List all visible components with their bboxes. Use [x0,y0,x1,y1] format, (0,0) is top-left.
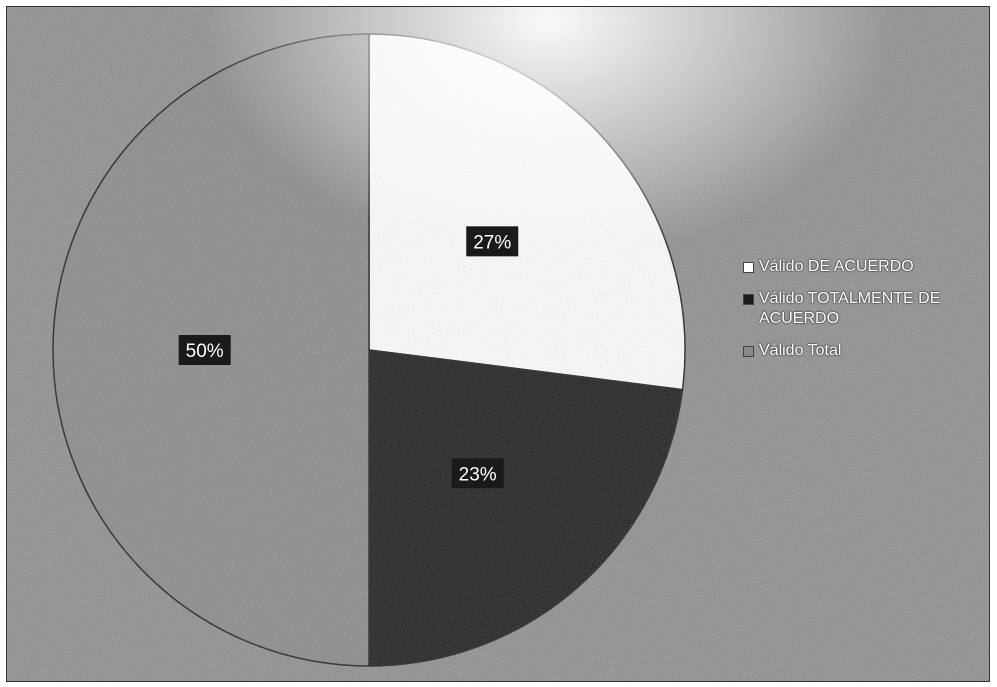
legend-label-2: Válido TOTALMENTE DE ACUERDO [759,290,941,327]
legend-item-3: Válido Total [743,341,983,361]
data-label-box-2 [451,458,504,489]
scan-glare [7,7,989,681]
data-label-3: 50% [186,341,224,362]
chart-area: 27% 23% 50% Válido DE ACUERDO Válido TOTALM… [6,6,990,682]
pie-chart: 27% 23% 50% [7,7,989,681]
legend-item-1: Válido DE ACUERDO [743,257,983,277]
legend-label-3: Válido Total [759,342,842,359]
slice-labels: 27% 23% 50% [178,226,519,489]
data-label-box-3 [178,335,231,365]
data-label-box-1 [466,226,519,257]
legend: Válido DE ACUERDO Válido TOTALMENTE DE AC… [743,257,983,373]
data-label-2: 23% [459,464,497,485]
legend-item-2: Válido TOTALMENTE DE ACUERDO [743,289,983,329]
legend-swatch-1 [743,262,754,273]
legend-label-1: Válido DE ACUERDO [759,258,914,275]
data-label-1: 27% [473,232,511,253]
legend-swatch-3 [743,346,754,357]
legend-swatch-2 [743,294,754,305]
